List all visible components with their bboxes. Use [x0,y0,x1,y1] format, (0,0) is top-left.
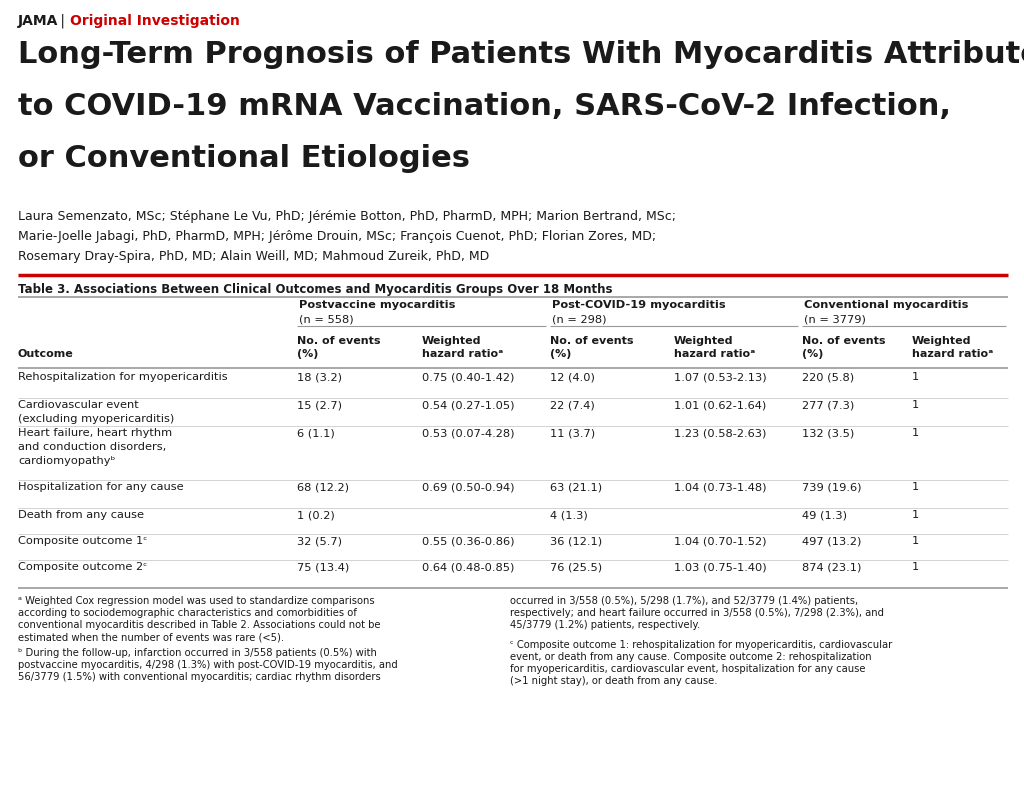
Text: Cardiovascular event: Cardiovascular event [18,400,138,410]
Text: or Conventional Etiologies: or Conventional Etiologies [18,144,470,173]
Text: 1 (0.2): 1 (0.2) [297,510,335,520]
Text: 1.07 (0.53-2.13): 1.07 (0.53-2.13) [674,372,767,382]
Text: 68 (12.2): 68 (12.2) [297,482,349,492]
Text: 63 (21.1): 63 (21.1) [550,482,602,492]
Text: Weighted: Weighted [422,336,481,346]
Text: (%): (%) [550,349,571,359]
Text: Original Investigation: Original Investigation [70,14,240,28]
Text: 49 (1.3): 49 (1.3) [802,510,847,520]
Text: Weighted: Weighted [674,336,733,346]
Text: Heart failure, heart rhythm: Heart failure, heart rhythm [18,428,172,438]
Text: Rehospitalization for myopericarditis: Rehospitalization for myopericarditis [18,372,227,382]
Text: 4 (1.3): 4 (1.3) [550,510,588,520]
Text: hazard ratioᵃ: hazard ratioᵃ [912,349,993,359]
Text: 0.64 (0.48-0.85): 0.64 (0.48-0.85) [422,562,514,572]
Text: 0.55 (0.36-0.86): 0.55 (0.36-0.86) [422,536,514,546]
Text: 132 (3.5): 132 (3.5) [802,428,854,438]
Text: Laura Semenzato, MSc; Stéphane Le Vu, PhD; Jérémie Botton, PhD, PharmD, MPH; Mar: Laura Semenzato, MSc; Stéphane Le Vu, Ph… [18,210,676,223]
Text: (>1 night stay), or death from any cause.: (>1 night stay), or death from any cause… [510,676,718,686]
Text: 1: 1 [912,400,920,410]
Text: 56/3779 (1.5%) with conventional myocarditis; cardiac rhythm disorders: 56/3779 (1.5%) with conventional myocard… [18,672,381,682]
Text: ᶜ Composite outcome 1: rehospitalization for myopericarditis, cardiovascular: ᶜ Composite outcome 1: rehospitalization… [510,640,892,650]
Text: Post-COVID-19 myocarditis: Post-COVID-19 myocarditis [552,300,726,310]
Text: No. of events: No. of events [802,336,886,346]
Text: Marie-Joelle Jabagi, PhD, PharmD, MPH; Jérôme Drouin, MSc; François Cuenot, PhD;: Marie-Joelle Jabagi, PhD, PharmD, MPH; J… [18,230,656,243]
Text: postvaccine myocarditis, 4/298 (1.3%) with post-COVID-19 myocarditis, and: postvaccine myocarditis, 4/298 (1.3%) wi… [18,660,397,670]
Text: Death from any cause: Death from any cause [18,510,144,520]
Text: 11 (3.7): 11 (3.7) [550,428,595,438]
Text: according to sociodemographic characteristics and comorbidities of: according to sociodemographic characteri… [18,608,357,618]
Text: 1: 1 [912,510,920,520]
Text: 497 (13.2): 497 (13.2) [802,536,861,546]
Text: 45/3779 (1.2%) patients, respectively.: 45/3779 (1.2%) patients, respectively. [510,620,700,630]
Text: 15 (2.7): 15 (2.7) [297,400,342,410]
Text: 1.03 (0.75-1.40): 1.03 (0.75-1.40) [674,562,767,572]
Text: ᵇ During the follow-up, infarction occurred in 3/558 patients (0.5%) with: ᵇ During the follow-up, infarction occur… [18,648,377,658]
Text: |: | [56,14,70,28]
Text: to COVID-19 mRNA Vaccination, SARS-CoV-2 Infection,: to COVID-19 mRNA Vaccination, SARS-CoV-2… [18,92,951,121]
Text: 12 (4.0): 12 (4.0) [550,372,595,382]
Text: (n = 558): (n = 558) [299,314,353,324]
Text: 0.69 (0.50-0.94): 0.69 (0.50-0.94) [422,482,514,492]
Text: (%): (%) [297,349,318,359]
Text: 1: 1 [912,428,920,438]
Text: event, or death from any cause. Composite outcome 2: rehospitalization: event, or death from any cause. Composit… [510,652,871,662]
Text: 1: 1 [912,482,920,492]
Text: 0.53 (0.07-4.28): 0.53 (0.07-4.28) [422,428,514,438]
Text: occurred in 3/558 (0.5%), 5/298 (1.7%), and 52/3779 (1.4%) patients,: occurred in 3/558 (0.5%), 5/298 (1.7%), … [510,596,858,606]
Text: Hospitalization for any cause: Hospitalization for any cause [18,482,183,492]
Text: hazard ratioᵃ: hazard ratioᵃ [422,349,503,359]
Text: Outcome: Outcome [18,349,74,359]
Text: No. of events: No. of events [297,336,381,346]
Text: Conventional myocarditis: Conventional myocarditis [804,300,969,310]
Text: Table 3. Associations Between Clinical Outcomes and Myocarditis Groups Over 18 M: Table 3. Associations Between Clinical O… [18,283,612,296]
Text: Composite outcome 2ᶜ: Composite outcome 2ᶜ [18,562,147,572]
Text: estimated when the number of events was rare (<5).: estimated when the number of events was … [18,632,284,642]
Text: cardiomyopathyᵇ: cardiomyopathyᵇ [18,456,116,466]
Text: 1.04 (0.70-1.52): 1.04 (0.70-1.52) [674,536,767,546]
Text: 739 (19.6): 739 (19.6) [802,482,861,492]
Text: JAMA: JAMA [18,14,58,28]
Text: and conduction disorders,: and conduction disorders, [18,442,166,452]
Text: conventional myocarditis described in Table 2. Associations could not be: conventional myocarditis described in Ta… [18,620,381,630]
Text: 1.04 (0.73-1.48): 1.04 (0.73-1.48) [674,482,767,492]
Text: for myopericarditis, cardiovascular event, hospitalization for any cause: for myopericarditis, cardiovascular even… [510,664,865,674]
Text: 0.75 (0.40-1.42): 0.75 (0.40-1.42) [422,372,514,382]
Text: (n = 3779): (n = 3779) [804,314,866,324]
Text: No. of events: No. of events [550,336,634,346]
Text: Weighted: Weighted [912,336,972,346]
Text: 75 (13.4): 75 (13.4) [297,562,349,572]
Text: 277 (7.3): 277 (7.3) [802,400,854,410]
Text: 874 (23.1): 874 (23.1) [802,562,861,572]
Text: Postvaccine myocarditis: Postvaccine myocarditis [299,300,456,310]
Text: (n = 298): (n = 298) [552,314,606,324]
Text: Long-Term Prognosis of Patients With Myocarditis Attributed: Long-Term Prognosis of Patients With Myo… [18,40,1024,69]
Text: 18 (3.2): 18 (3.2) [297,372,342,382]
Text: 0.54 (0.27-1.05): 0.54 (0.27-1.05) [422,400,514,410]
Text: 32 (5.7): 32 (5.7) [297,536,342,546]
Text: 22 (7.4): 22 (7.4) [550,400,595,410]
Text: (excluding myopericarditis): (excluding myopericarditis) [18,414,174,424]
Text: 1: 1 [912,372,920,382]
Text: hazard ratioᵃ: hazard ratioᵃ [674,349,756,359]
Text: Composite outcome 1ᶜ: Composite outcome 1ᶜ [18,536,147,546]
Text: 76 (25.5): 76 (25.5) [550,562,602,572]
Text: 1: 1 [912,562,920,572]
Text: 6 (1.1): 6 (1.1) [297,428,335,438]
Text: (%): (%) [802,349,823,359]
Text: ᵃ Weighted Cox regression model was used to standardize comparisons: ᵃ Weighted Cox regression model was used… [18,596,375,606]
Text: 36 (12.1): 36 (12.1) [550,536,602,546]
Text: 1.23 (0.58-2.63): 1.23 (0.58-2.63) [674,428,766,438]
Text: Rosemary Dray-Spira, PhD, MD; Alain Weill, MD; Mahmoud Zureik, PhD, MD: Rosemary Dray-Spira, PhD, MD; Alain Weil… [18,250,489,263]
Text: 1.01 (0.62-1.64): 1.01 (0.62-1.64) [674,400,766,410]
Text: 220 (5.8): 220 (5.8) [802,372,854,382]
Text: 1: 1 [912,536,920,546]
Text: respectively; and heart failure occurred in 3/558 (0.5%), 7/298 (2.3%), and: respectively; and heart failure occurred… [510,608,884,618]
